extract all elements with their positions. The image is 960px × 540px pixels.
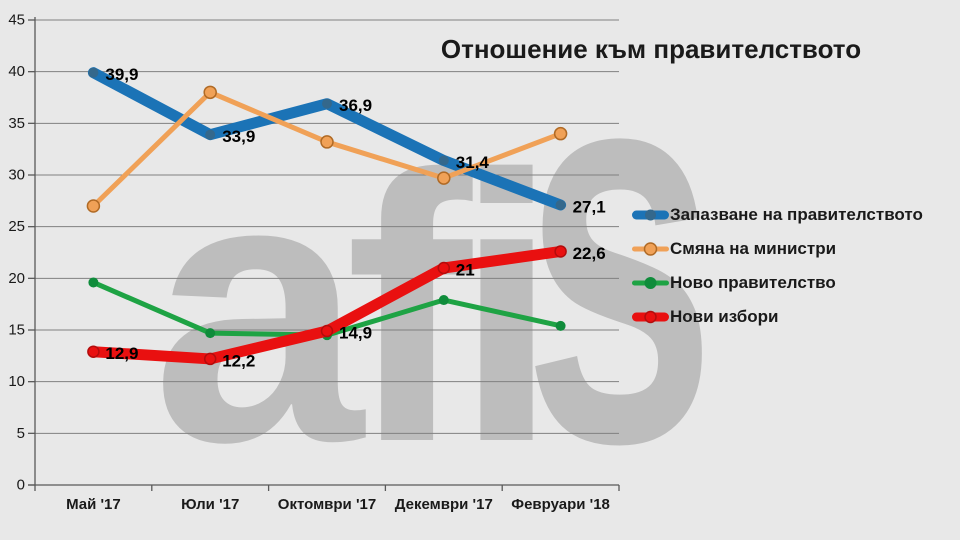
data-label: 36,9 — [339, 96, 372, 115]
data-label: 14,9 — [339, 324, 372, 343]
y-axis-tick-label: 20 — [8, 270, 25, 287]
x-axis-label: Декември '17 — [395, 496, 493, 513]
legend-item-label: Смяна на министри — [670, 239, 837, 258]
data-label: 27,1 — [573, 197, 606, 216]
data-label: 12,9 — [105, 344, 138, 363]
series-marker — [438, 155, 449, 166]
x-axis-label: Юли '17 — [181, 496, 239, 513]
series-marker — [86, 199, 101, 213]
legend: Запазване на правителството Смяна на мин… — [632, 204, 923, 340]
y-axis-tick-label: 25 — [8, 218, 25, 235]
series-marker — [88, 67, 99, 78]
legend-item: Запазване на правителството — [632, 204, 923, 226]
y-axis-tick-label: 15 — [8, 322, 25, 339]
data-label: 31,4 — [456, 153, 490, 172]
series-marker — [555, 320, 566, 331]
legend-dot — [644, 277, 657, 289]
y-axis-tick-label: 35 — [8, 115, 25, 132]
legend-item: Нови избори — [632, 306, 923, 328]
series-marker — [205, 129, 216, 140]
y-axis-tick-label: 30 — [8, 167, 25, 184]
legend-item: Смяна на министри — [632, 238, 923, 260]
series-marker — [88, 277, 99, 288]
legend-line-dot-icon — [632, 310, 669, 324]
series-marker — [555, 199, 566, 210]
legend-item-label: Нови избори — [670, 307, 779, 326]
legend-item-label: Ново правителство — [670, 273, 836, 292]
x-axis-label: Октомври '17 — [278, 496, 376, 513]
legend-line-dot-icon — [632, 209, 669, 221]
series-line-3 — [87, 245, 567, 365]
legend-dot — [643, 242, 658, 256]
data-label: 33,9 — [222, 127, 255, 146]
series-marker — [437, 261, 451, 275]
y-axis-tick-label: 0 — [17, 477, 25, 494]
legend-dot — [644, 310, 657, 324]
y-axis-tick-label: 40 — [8, 63, 25, 80]
legend-line-dot-icon — [632, 277, 669, 289]
y-axis-tick-label: 5 — [17, 425, 25, 442]
y-axis-tick-label: 10 — [8, 373, 25, 390]
watermark-letter-s: s — [523, 0, 717, 540]
legend-line-dot-icon — [632, 242, 669, 256]
data-label: 12,2 — [222, 351, 255, 370]
x-axis-label: Февруари '18 — [511, 496, 610, 513]
series-marker — [320, 135, 334, 149]
series-marker — [437, 171, 451, 185]
series-marker — [320, 324, 334, 338]
legend-item: Ново правителство — [632, 272, 923, 294]
series-marker — [438, 295, 449, 306]
series-marker — [554, 245, 567, 258]
x-axis-label: Май '17 — [66, 496, 121, 513]
y-axis-tick-label: 45 — [8, 12, 25, 29]
series-marker — [203, 85, 217, 100]
series-marker — [322, 98, 332, 109]
chart-title: Отношение към правителството — [440, 34, 862, 64]
series-marker — [87, 345, 100, 358]
data-label: 39,9 — [105, 65, 138, 84]
series-marker — [203, 352, 217, 366]
series-marker — [205, 328, 216, 339]
series-marker — [553, 126, 568, 141]
data-label: 21 — [456, 261, 475, 280]
legend-item-label: Запазване на правителството — [670, 205, 923, 224]
legend-dot — [645, 209, 656, 221]
data-label: 22,6 — [573, 244, 606, 263]
